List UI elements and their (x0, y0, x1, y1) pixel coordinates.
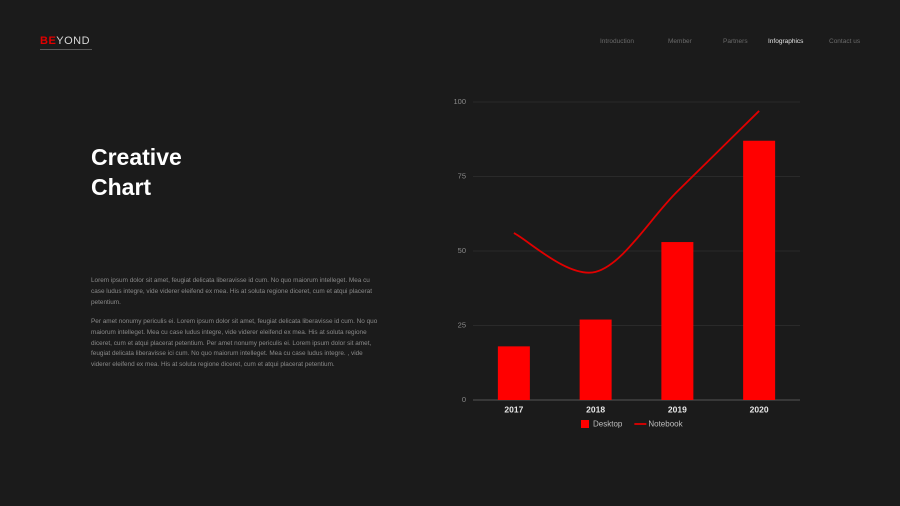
heading-line: Chart (91, 174, 152, 200)
logo-rule (40, 49, 92, 50)
x-tick-label: 2017 (504, 404, 523, 414)
bar (743, 140, 776, 401)
y-tick-label: 25 (458, 320, 466, 329)
y-tick-label: 75 (458, 171, 466, 180)
bar (497, 346, 530, 400)
nav-link[interactable]: Infographics (768, 38, 804, 45)
heading-line: Creative (91, 144, 182, 170)
x-tick-label: 2020 (750, 404, 769, 414)
y-tick-label: 50 (458, 246, 466, 255)
line (513, 110, 760, 274)
bar (579, 319, 612, 400)
x-tick-label: 2019 (668, 404, 687, 414)
nav-link[interactable]: Partners (723, 38, 748, 45)
logo-accent: BE (40, 35, 57, 47)
x-tick-label: 2018 (586, 404, 605, 414)
nav-link[interactable]: Contact us (829, 38, 861, 45)
paragraph: Lorem ipsum dolor sit amet, feugiat deli… (91, 277, 372, 306)
heading: Creative Chart (91, 142, 182, 202)
paragraph: Per amet nonumy periculis ei. Lorem ipsu… (91, 318, 378, 369)
y-tick-label: 0 (462, 395, 466, 404)
logo-text: YOND (56, 35, 91, 47)
logo: BEYOND (40, 35, 92, 50)
nav-link[interactable]: Member (668, 38, 692, 45)
nav-link[interactable]: Introduction (600, 38, 634, 45)
y-tick-label: 100 (453, 97, 466, 106)
legend-label: Desktop (593, 420, 623, 429)
bar (661, 242, 694, 400)
legend-swatch (581, 420, 589, 428)
legend-label: Notebook (648, 420, 683, 429)
